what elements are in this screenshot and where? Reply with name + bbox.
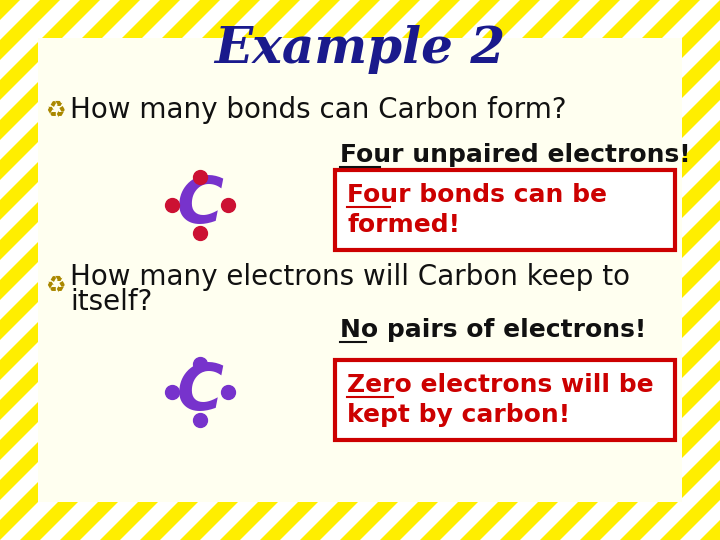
Text: ♻: ♻ — [45, 273, 66, 296]
Polygon shape — [640, 0, 720, 540]
Polygon shape — [0, 0, 440, 540]
Bar — [335, 360, 675, 440]
Polygon shape — [560, 0, 720, 540]
Text: How many bonds can Carbon form?: How many bonds can Carbon form? — [70, 96, 567, 124]
Polygon shape — [120, 0, 680, 540]
Polygon shape — [280, 0, 720, 540]
Polygon shape — [200, 0, 720, 540]
Text: formed!: formed! — [347, 213, 460, 237]
Text: Zero electrons will be: Zero electrons will be — [347, 373, 654, 397]
Polygon shape — [0, 0, 200, 540]
Polygon shape — [520, 0, 720, 540]
Polygon shape — [360, 0, 720, 540]
Text: No pairs of electrons!: No pairs of electrons! — [340, 318, 647, 342]
Polygon shape — [0, 0, 480, 540]
Text: Four unpaired electrons!: Four unpaired electrons! — [340, 143, 690, 167]
Text: kept by carbon!: kept by carbon! — [347, 403, 570, 427]
Polygon shape — [0, 0, 560, 540]
Bar — [335, 170, 675, 250]
Polygon shape — [400, 0, 720, 540]
Text: Four bonds can be: Four bonds can be — [347, 183, 607, 207]
Polygon shape — [0, 0, 40, 540]
Polygon shape — [680, 0, 720, 540]
Polygon shape — [600, 0, 720, 540]
Polygon shape — [0, 0, 120, 540]
Polygon shape — [40, 0, 600, 540]
Polygon shape — [480, 0, 720, 540]
Polygon shape — [0, 0, 320, 540]
Polygon shape — [320, 0, 720, 540]
Bar — [38, 38, 682, 502]
Text: How many electrons will Carbon keep to: How many electrons will Carbon keep to — [70, 263, 630, 291]
Polygon shape — [0, 0, 160, 540]
Text: Example 2: Example 2 — [215, 25, 505, 75]
Text: C: C — [176, 174, 223, 236]
Polygon shape — [160, 0, 720, 540]
Polygon shape — [0, 0, 360, 540]
Polygon shape — [440, 0, 720, 540]
Text: ♻: ♻ — [45, 98, 66, 122]
Polygon shape — [0, 0, 520, 540]
Polygon shape — [80, 0, 640, 540]
Polygon shape — [0, 0, 400, 540]
Polygon shape — [0, 0, 80, 540]
Text: C: C — [176, 361, 223, 423]
Text: itself?: itself? — [70, 288, 153, 316]
Polygon shape — [0, 0, 280, 540]
Polygon shape — [240, 0, 720, 540]
Polygon shape — [0, 0, 240, 540]
